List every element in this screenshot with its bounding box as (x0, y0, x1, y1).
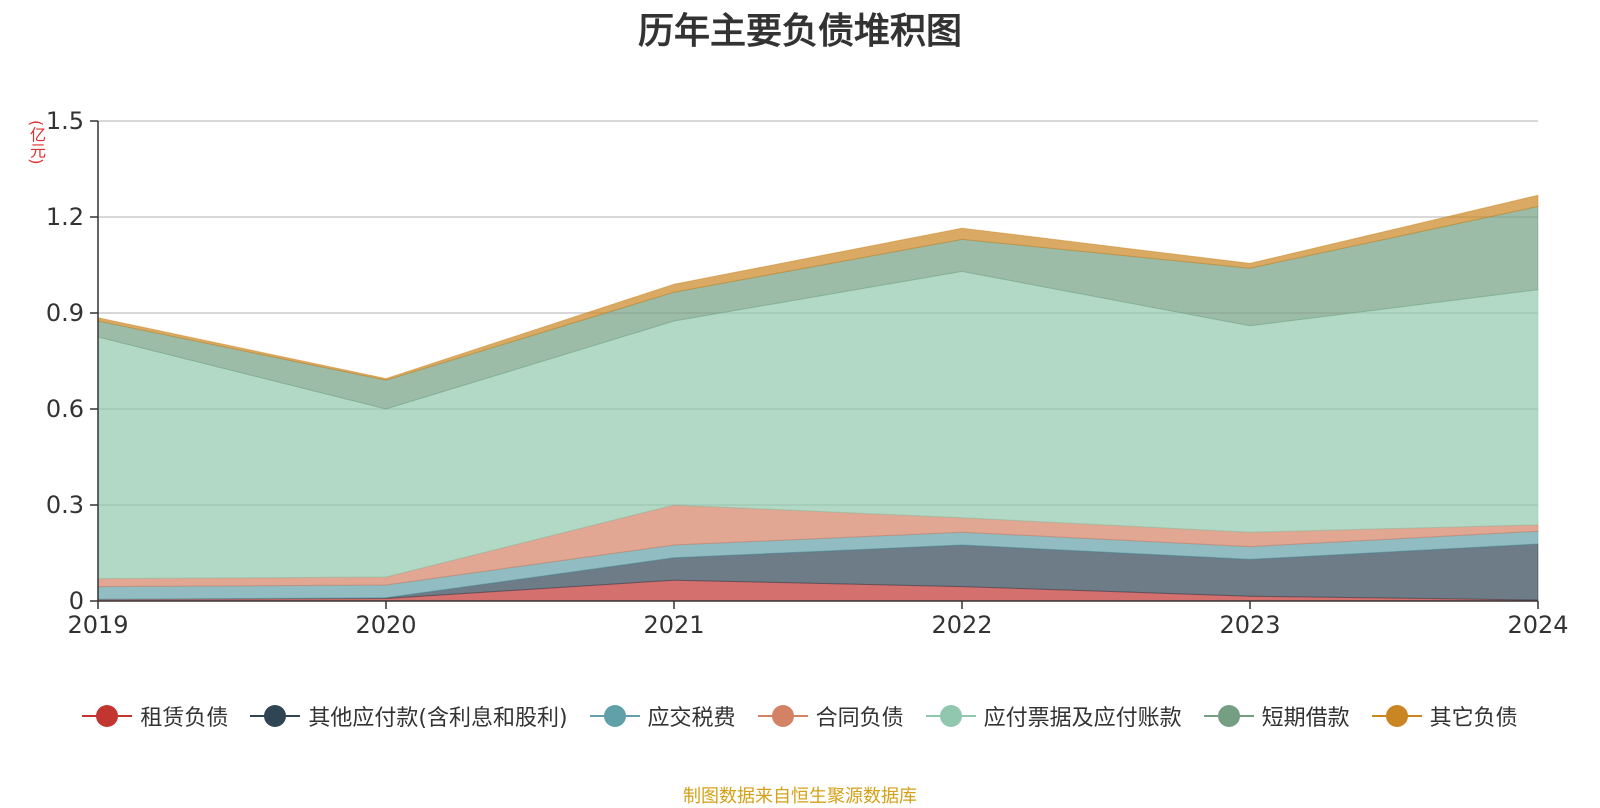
legend-label: 应付票据及应付账款 (983, 706, 1182, 731)
legend-label: 短期借款 (1261, 706, 1350, 731)
chart-title: 历年主要负债堆积图 (637, 11, 962, 52)
legend-item-0[interactable]: 租赁负债 (82, 700, 228, 732)
x-tick-label: 2021 (643, 611, 704, 639)
stacked-area-chart: 0 0.3 0.6 0.9 1.2 1.5 2019 2020 2021 2022 2023 2024 (46, 107, 1569, 639)
legend-item-6[interactable]: 其它负债 (1371, 700, 1518, 732)
legend-item-1[interactable]: 其他应付款(含利息和股利) (250, 700, 568, 732)
axes: 0 0.3 0.6 0.9 1.2 1.5 2019 2020 2021 2022 2023 2024 (46, 107, 1569, 639)
legend-item-4[interactable]: 应付票据及应付账款 (925, 700, 1182, 732)
y-tick-label: 1.2 (46, 203, 84, 231)
y-tick-label: 1.5 (46, 107, 84, 135)
legend-marker-icon (1371, 703, 1422, 729)
legend-marker-icon (82, 703, 133, 729)
x-tick-label: 2019 (67, 611, 128, 639)
legend-label: 租赁负债 (140, 706, 229, 731)
legend-label: 其它负债 (1429, 706, 1518, 731)
legend-marker-icon (589, 703, 640, 729)
area-series-6[interactable] (97, 194, 1539, 381)
legend-label: 合同负债 (815, 706, 904, 731)
x-tick-label: 2022 (931, 611, 992, 639)
legend-marker-icon (925, 703, 976, 729)
y-tick-label: 0.9 (46, 299, 84, 327)
data-source-note: 制图数据来自恒生聚源数据库 (683, 786, 917, 807)
legend-item-3[interactable]: 合同负债 (757, 700, 904, 732)
legend-marker-icon (250, 703, 301, 729)
legend-label: 其他应付款(含利息和股利) (308, 706, 568, 731)
legend: 租赁负债 其他应付款(含利息和股利) 应交税费 合同负债 应付票据及应付账款 短期借款 其它… (0, 700, 1600, 732)
y-tick-label: 0 (69, 587, 84, 615)
y-tick-label: 0.6 (46, 395, 84, 423)
area-series (97, 194, 1539, 602)
legend-label: 应交税费 (647, 706, 736, 731)
legend-item-5[interactable]: 短期借款 (1203, 700, 1350, 732)
legend-marker-icon (757, 703, 808, 729)
y-tick-label: 0.3 (46, 491, 84, 519)
x-tick-label: 2020 (355, 611, 416, 639)
x-tick-label: 2023 (1219, 611, 1280, 639)
legend-marker-icon (1203, 703, 1254, 729)
legend-item-2[interactable]: 应交税费 (589, 700, 736, 732)
y-axis-unit-label: (亿元) (27, 120, 46, 165)
x-tick-label: 2024 (1507, 611, 1568, 639)
